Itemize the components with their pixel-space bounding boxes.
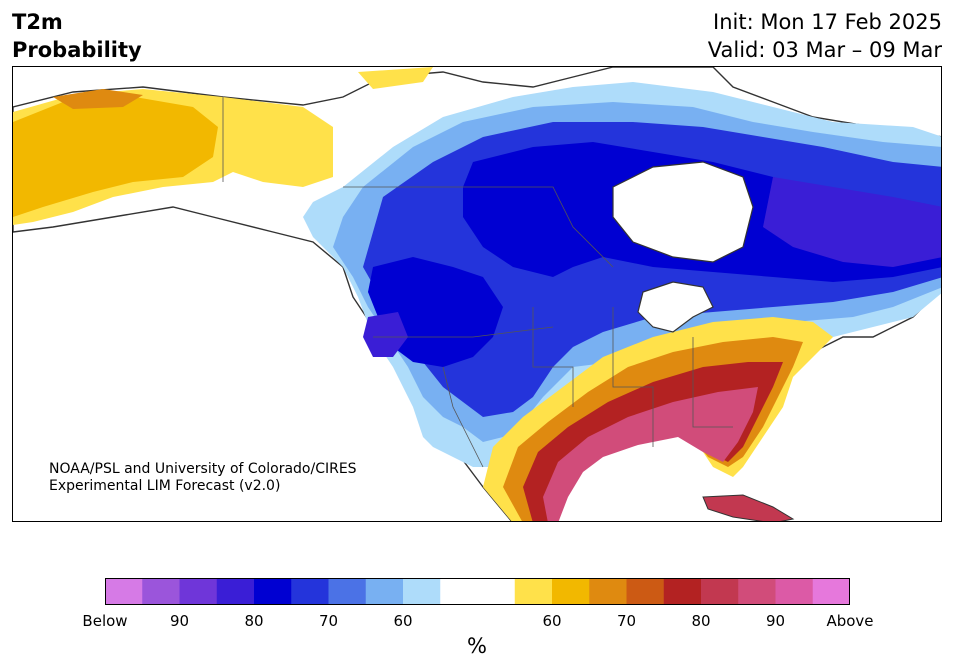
- colorbar-swatch: [403, 578, 441, 605]
- hudson-bay: [612, 161, 754, 263]
- arctic-island-warm: [358, 67, 433, 89]
- colorbar-tick-label: Above: [826, 612, 874, 630]
- colorbar-swatch: [701, 578, 739, 605]
- colorbar-swatch: [179, 578, 218, 605]
- colorbar-swatch: [142, 578, 180, 605]
- colorbar: [105, 578, 850, 605]
- colorbar-tick-label: 90: [765, 612, 786, 630]
- colorbar-tick-label: 70: [318, 612, 339, 630]
- colorbar-swatches: [105, 578, 850, 605]
- credit-text: NOAA/PSL and University of Colorado/CIRE…: [49, 461, 357, 495]
- colorbar-swatch: [589, 578, 627, 605]
- colorbar-tick-label: 90: [169, 612, 190, 630]
- great-lakes: [637, 281, 714, 333]
- subtitle-label: Probability: [12, 38, 142, 62]
- credit-line-2: Experimental LIM Forecast (v2.0): [49, 478, 281, 494]
- colorbar-tick-label: 70: [616, 612, 637, 630]
- political-borders: [222, 97, 733, 468]
- colorbar-swatch: [216, 578, 255, 605]
- colorbar-tick-label: 80: [691, 612, 711, 630]
- colorbar-swatch: [291, 578, 329, 605]
- valid-date: Valid: 03 Mar – 09 Mar: [707, 38, 942, 62]
- colorbar-swatch: [663, 578, 702, 605]
- colorbar-swatch: [440, 578, 478, 605]
- cuba-warm: [702, 494, 795, 521]
- labrador-deep-cold: [763, 177, 941, 267]
- colorbar-tick-label: Below: [82, 612, 128, 630]
- colorbar-swatch: [365, 578, 404, 605]
- colorbar-swatch: [812, 578, 850, 605]
- colorbar-tick-label: 80: [244, 612, 264, 630]
- alaska-peak: [53, 89, 143, 109]
- colorbar-swatch: [105, 578, 143, 605]
- date-info: Init: Mon 17 Feb 2025 Valid: 03 Mar – 09…: [708, 8, 942, 64]
- colorbar-tick-label: 60: [542, 612, 562, 630]
- colorbar-swatch: [514, 578, 553, 605]
- colorbar-swatch: [328, 578, 367, 605]
- colorbar-unit: %: [467, 634, 487, 658]
- colorbar-swatch: [775, 578, 814, 605]
- colorbar-swatch: [738, 578, 776, 605]
- credit-line-1: NOAA/PSL and University of Colorado/CIRE…: [49, 461, 357, 477]
- pacific-coast-deep-cold: [363, 312, 408, 357]
- map-title: T2m Probability: [12, 8, 142, 64]
- colorbar-tick-label: 60: [393, 612, 413, 630]
- init-date: Init: Mon 17 Feb 2025: [713, 10, 942, 34]
- variable-label: T2m: [12, 10, 63, 34]
- map-panel: [12, 66, 942, 522]
- colorbar-swatch: [477, 578, 516, 605]
- colorbar-border: [105, 578, 850, 605]
- colorbar-swatch: [626, 578, 665, 605]
- colorbar-swatch: [254, 578, 292, 605]
- probability-map: [13, 67, 941, 521]
- colorbar-swatch: [552, 578, 590, 605]
- southeast-warm-core: [543, 387, 758, 521]
- alaska-core: [13, 95, 218, 217]
